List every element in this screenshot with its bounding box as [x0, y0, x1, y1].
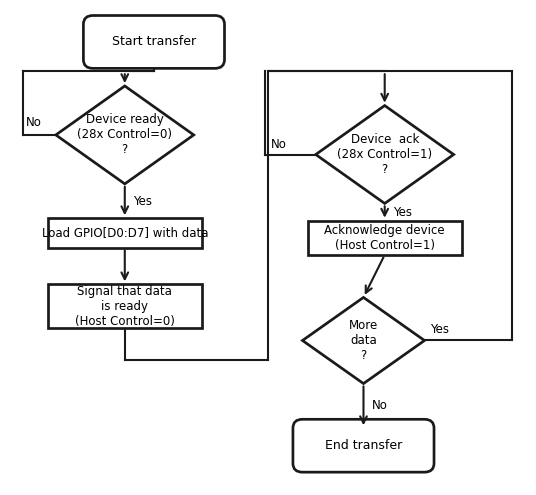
- FancyBboxPatch shape: [293, 419, 434, 472]
- Text: Yes: Yes: [133, 195, 152, 207]
- FancyBboxPatch shape: [84, 15, 225, 68]
- Text: Signal that data
is ready
(Host Control=0): Signal that data is ready (Host Control=…: [75, 285, 175, 328]
- Text: Acknowledge device
(Host Control=1): Acknowledge device (Host Control=1): [324, 224, 445, 252]
- Text: End transfer: End transfer: [325, 439, 402, 452]
- Text: Load GPIO[D0:D7] with data: Load GPIO[D0:D7] with data: [41, 226, 208, 239]
- Polygon shape: [302, 297, 425, 384]
- Polygon shape: [56, 86, 193, 184]
- Text: More
data
?: More data ?: [349, 319, 378, 362]
- Text: No: No: [271, 138, 287, 151]
- Text: Device  ack
(28x Control=1)
?: Device ack (28x Control=1) ?: [337, 133, 432, 176]
- Bar: [48, 218, 202, 248]
- Bar: [48, 284, 202, 328]
- Polygon shape: [316, 105, 453, 203]
- Text: Device ready
(28x Control=0)
?: Device ready (28x Control=0) ?: [77, 113, 172, 156]
- Bar: [308, 221, 461, 255]
- Text: No: No: [26, 116, 41, 129]
- Text: Yes: Yes: [430, 323, 449, 336]
- Text: No: No: [371, 399, 388, 412]
- Text: Yes: Yes: [393, 205, 412, 218]
- Text: Start transfer: Start transfer: [112, 36, 196, 49]
